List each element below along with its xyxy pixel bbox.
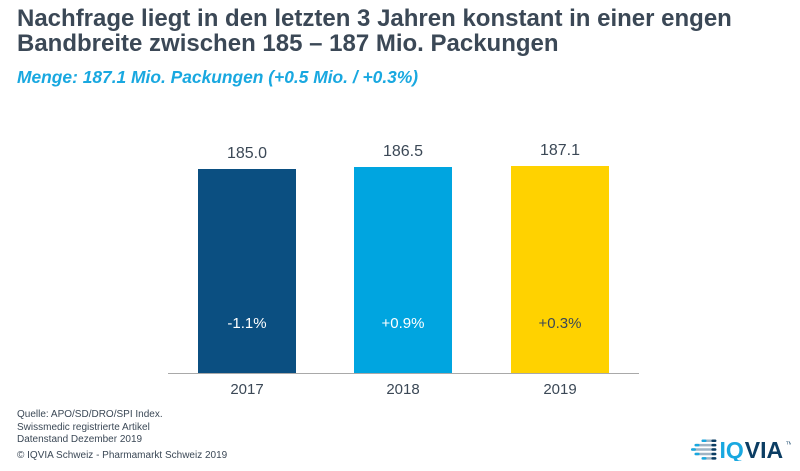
svg-text:IQVIA: IQVIA (720, 439, 784, 461)
svg-text:TM: TM (786, 441, 791, 446)
